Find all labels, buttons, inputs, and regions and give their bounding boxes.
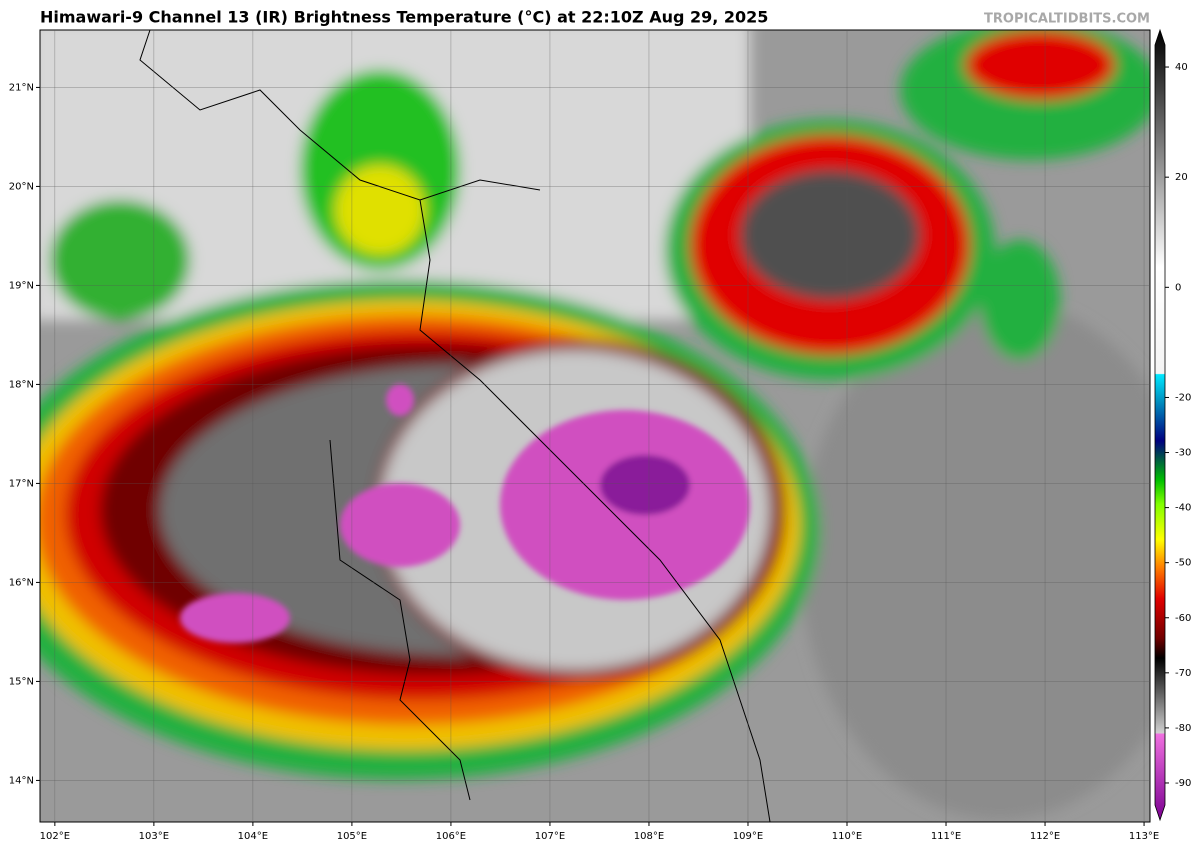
colorbar-tick-label: -20 [1175,392,1191,403]
watermark: TROPICALTIDBITS.COM [984,12,1150,27]
colorbar-tick-label: -80 [1175,723,1191,734]
colorbar-bar [1154,28,1166,822]
lon-tick-label: 106°E [436,831,466,842]
lon-tick-label: 113°E [1129,831,1159,842]
lat-tick-label: 20°N [9,181,34,192]
lon-tick-label: 102°E [40,831,70,842]
graticule: 14°N 15°N 16°N 17°N 18°N 19°N 20°N 21°N 102°E 103… [9,30,1159,842]
colorbar-tick-label: 0 [1175,282,1181,293]
lat-tick-label: 18°N [9,379,34,390]
lon-tick-label: 107°E [535,831,565,842]
colorbar: 40 20 0 -20 -30 -40 -50 -60 -70 -80 -90 [1154,28,1191,822]
colorbar-tick-label: -50 [1175,558,1191,569]
colorbar-tick-label: -70 [1175,668,1191,679]
lat-tick-label: 14°N [9,775,34,786]
colorbar-tick-label: -60 [1175,613,1191,624]
lon-tick-label: 108°E [634,831,664,842]
colorbar-tick-label: -30 [1175,448,1191,459]
title: Himawari-9 Channel 13 (IR) Brightness Te… [40,8,768,27]
lon-tick-label: 104°E [238,831,268,842]
lat-tick-label: 19°N [9,280,34,291]
lat-tick-label: 17°N [9,478,34,489]
lat-tick-label: 15°N [9,676,34,687]
lat-tick-label: 16°N [9,577,34,588]
colorbar-tick-label: 40 [1175,62,1188,73]
map-frame [39,29,1151,823]
lon-tick-label: 109°E [733,831,763,842]
lon-tick-label: 105°E [337,831,367,842]
colorbar-tick-label: 20 [1175,172,1188,183]
satellite-image [40,30,1150,822]
lat-tick-label: 21°N [9,82,34,93]
colorbar-tick-label: -90 [1175,778,1191,789]
lon-tick-label: 110°E [832,831,862,842]
lon-tick-label: 103°E [139,831,169,842]
colorbar-tick-label: -40 [1175,503,1191,514]
lon-tick-label: 111°E [931,831,961,842]
lon-tick-label: 112°E [1030,831,1060,842]
